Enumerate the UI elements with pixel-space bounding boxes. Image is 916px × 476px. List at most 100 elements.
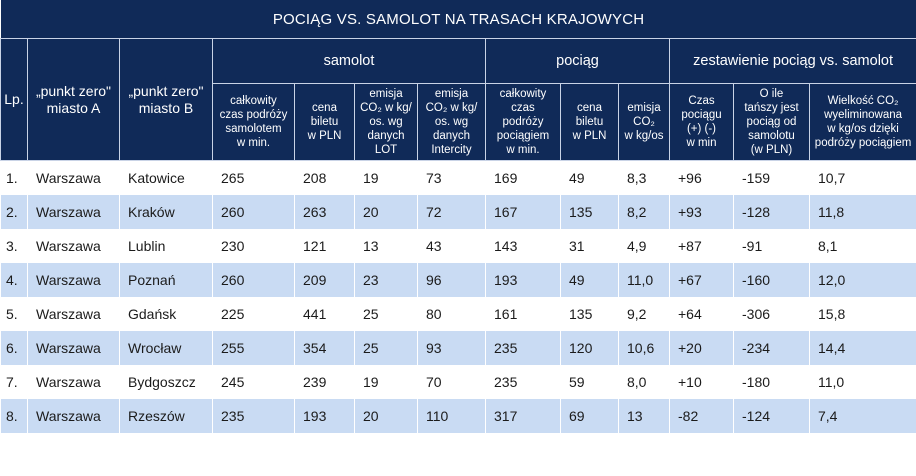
cell-compare-time: +67 [669,263,734,297]
cell-plane-co2-lot: 20 [354,195,418,229]
cell-plane-co2-intercity: 96 [417,263,486,297]
cell-compare-time: +93 [669,195,734,229]
cell-plane-price: 354 [294,331,355,365]
cell-compare-cheaper: -159 [733,160,810,195]
cell-lp: 5. [0,297,28,331]
cell-compare-cheaper: -91 [733,229,810,263]
cell-plane-time: 265 [212,160,295,195]
cell-plane-co2-lot: 25 [354,331,418,365]
cell-train-price: 135 [560,297,619,331]
table-row: 5. Warszawa Gdańsk 225 441 25 80 161 135… [0,297,916,331]
cell-compare-co2: 10,7 [808,160,916,195]
cell-city-b: Lublin [119,229,213,263]
cell-compare-cheaper: -128 [733,195,810,229]
cell-compare-time: +87 [669,229,734,263]
cell-city-a: Warszawa [27,365,120,399]
cell-plane-time: 225 [212,297,295,331]
cell-compare-cheaper: -160 [733,263,810,297]
header-plane-co2-lot: emisja CO₂ w kg/ os. wg danych LOT [354,83,418,161]
cell-compare-co2: 7,4 [808,399,916,433]
table-row: 7. Warszawa Bydgoszcz 245 239 19 70 235 … [0,365,916,399]
header-group-train: pociąg [485,38,670,84]
cell-train-time: 193 [485,263,561,297]
cell-plane-co2-intercity: 72 [417,195,486,229]
header-lp: Lp. [0,38,28,161]
cell-compare-cheaper: -234 [733,331,810,365]
cell-plane-price: 239 [294,365,355,399]
header-plane-price: cena biletu w PLN [294,83,355,161]
cell-train-time: 169 [485,160,561,195]
table-row: 1. Warszawa Katowice 265 208 19 73 169 4… [0,160,916,195]
comparison-table: POCIĄG VS. SAMOLOT NA TRASACH KRAJOWYCH … [0,0,916,433]
header-compare-time: Czas pociągu (+) (-) w min [669,83,734,161]
cell-train-co2: 9,2 [618,297,670,331]
cell-compare-co2: 12,0 [808,263,916,297]
cell-plane-co2-intercity: 43 [417,229,486,263]
cell-compare-time: +96 [669,160,734,195]
cell-plane-price: 121 [294,229,355,263]
cell-city-a: Warszawa [27,195,120,229]
header-city-a: „punkt zero" miasto A [27,38,120,161]
cell-city-b: Katowice [119,160,213,195]
cell-lp: 4. [0,263,28,297]
cell-plane-time: 255 [212,331,295,365]
cell-city-b: Kraków [119,195,213,229]
cell-plane-price: 193 [294,399,355,433]
cell-train-price: 135 [560,195,619,229]
cell-city-a: Warszawa [27,263,120,297]
cell-lp: 7. [0,365,28,399]
cell-city-a: Warszawa [27,160,120,195]
cell-plane-time: 230 [212,229,295,263]
cell-train-time: 235 [485,331,561,365]
cell-city-b: Rzeszów [119,399,213,433]
cell-plane-co2-lot: 13 [354,229,418,263]
cell-plane-co2-lot: 25 [354,297,418,331]
cell-plane-co2-intercity: 80 [417,297,486,331]
table-title: POCIĄG VS. SAMOLOT NA TRASACH KRAJOWYCH [0,0,916,39]
cell-lp: 3. [0,229,28,263]
cell-train-co2: 8,2 [618,195,670,229]
table-row: 2. Warszawa Kraków 260 263 20 72 167 135… [0,195,916,229]
cell-plane-co2-intercity: 93 [417,331,486,365]
cell-plane-price: 208 [294,160,355,195]
header-compare-co2: Wielkość CO₂ wyeliminowana w kg/os dzięk… [808,83,916,161]
header-group-plane: samolot [212,38,486,84]
cell-city-b: Poznań [119,263,213,297]
cell-compare-time: +64 [669,297,734,331]
cell-city-b: Wrocław [119,331,213,365]
cell-city-a: Warszawa [27,331,120,365]
cell-compare-time: -82 [669,399,734,433]
cell-lp: 2. [0,195,28,229]
cell-plane-price: 441 [294,297,355,331]
cell-compare-co2: 15,8 [808,297,916,331]
cell-compare-time: +20 [669,331,734,365]
cell-plane-co2-lot: 19 [354,365,418,399]
header-train-time: całkowity czas podróży pociągiem w min. [485,83,561,161]
table-row: 4. Warszawa Poznań 260 209 23 96 193 49 … [0,263,916,297]
cell-compare-cheaper: -180 [733,365,810,399]
cell-train-price: 120 [560,331,619,365]
cell-plane-price: 263 [294,195,355,229]
cell-train-time: 235 [485,365,561,399]
cell-train-co2: 10,6 [618,331,670,365]
cell-train-price: 69 [560,399,619,433]
cell-compare-co2: 11,0 [808,365,916,399]
cell-train-price: 49 [560,263,619,297]
table-row: 8. Warszawa Rzeszów 235 193 20 110 317 6… [0,399,916,433]
cell-lp: 6. [0,331,28,365]
cell-plane-time: 235 [212,399,295,433]
cell-city-b: Gdańsk [119,297,213,331]
table-row: 6. Warszawa Wrocław 255 354 25 93 235 12… [0,331,916,365]
cell-city-a: Warszawa [27,399,120,433]
header-plane-co2-intercity: emisja CO₂ w kg/ os. wg danych Intercity [417,83,486,161]
header-group-compare: zestawienie pociąg vs. samolot [668,38,916,84]
cell-train-time: 161 [485,297,561,331]
header-compare-cheaper: O ile tańszy jest pociąg od samolotu (w … [733,83,810,161]
header-train-price: cena biletu w PLN [560,83,619,161]
cell-lp: 8. [0,399,28,433]
cell-compare-cheaper: -124 [733,399,810,433]
cell-plane-co2-lot: 19 [354,160,418,195]
cell-compare-time: +10 [669,365,734,399]
cell-train-co2: 13 [618,399,670,433]
